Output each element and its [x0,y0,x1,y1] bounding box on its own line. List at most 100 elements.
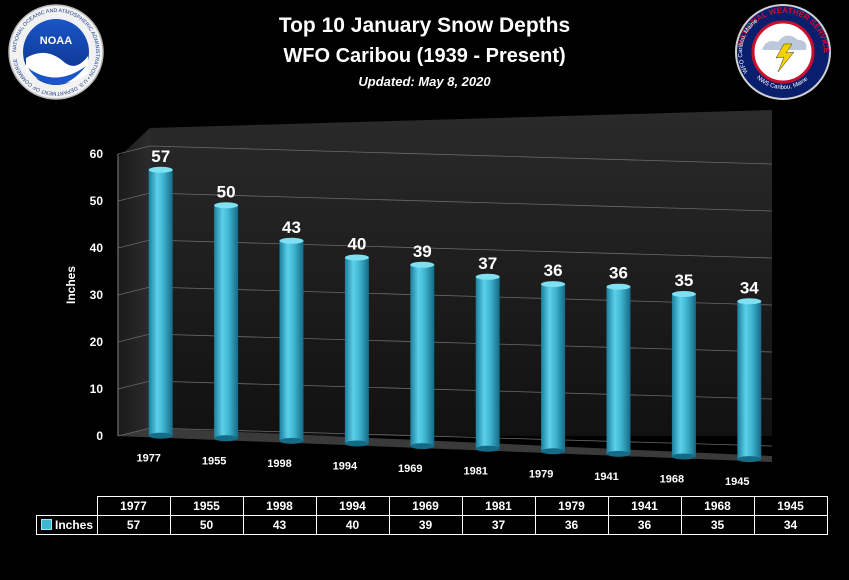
x-tick-label: 1968 [660,473,684,485]
bar-top [148,166,173,173]
bar-base [410,443,435,450]
table-corner [37,497,98,516]
table-header-cell: 1994 [315,496,390,516]
bar: 50 [214,182,239,442]
table-header-cell: 1955 [169,496,244,516]
side-wall [118,128,150,436]
bar-base [148,432,173,439]
table-cell: 35 [680,515,755,535]
bar-base [279,437,304,444]
bar-top [541,281,566,288]
table-cell: 57 [96,515,171,535]
x-tick-label: 1955 [202,455,226,467]
table-cell: 40 [315,515,390,535]
noaa-logo-text: NOAA [40,35,72,47]
bar-body [606,286,631,454]
bar-base [671,453,696,460]
y-tick-label: 10 [90,382,104,396]
data-label: 36 [544,261,563,280]
bar-base [541,448,566,455]
bar-body [344,257,369,444]
table-header-row: 1977 1955 1998 1994 1969 1981 1979 1941 1968 1945 [37,496,828,516]
y-axis-ticks: 0 10 20 30 40 50 60 [90,147,104,443]
bar-top [279,237,304,244]
bar: 36 [541,261,566,455]
bar: 43 [279,218,304,444]
bar-base [475,445,500,452]
table-cell: 36 [534,515,609,535]
bar: 37 [475,254,500,452]
y-axis-label: Inches [64,266,78,304]
y-tick-label: 60 [90,147,104,161]
bar: 36 [606,264,631,457]
data-label: 39 [413,242,432,261]
bar-body [541,284,566,452]
bar: 34 [737,278,762,463]
y-tick-label: 0 [96,429,103,443]
bar-base [214,435,239,442]
bar-top [671,290,696,297]
data-label: 40 [347,234,366,253]
x-tick-label: 1981 [463,466,487,478]
noaa-logo: NOAA NATIONAL OCEANIC AND ATMOSPHERIC AD… [8,4,104,100]
y-tick-label: 20 [90,335,104,349]
y-tick-label: 30 [90,288,104,302]
updated-date: Updated: May 8, 2020 [358,74,491,89]
x-axis-ticks: 1977 1955 1998 1994 1969 1981 1979 1941 1968 1945 [136,453,749,488]
table-header-cell: 1969 [388,496,463,516]
data-label: 35 [674,271,693,290]
x-tick-label: 1998 [267,458,291,470]
bar-top [606,283,631,290]
data-label: 37 [478,254,497,273]
bar-body [279,240,304,441]
table-cell: 39 [388,515,463,535]
table-cell: 43 [242,515,317,535]
table-row-label: Inches [36,515,98,535]
gridline [117,145,773,165]
bar-body [148,169,173,436]
bar-top [214,202,239,209]
bar-top [344,254,369,261]
table-header-cell: 1981 [461,496,536,516]
table-header-cell: 1979 [534,496,609,516]
bar-top [475,273,500,280]
data-label: 50 [217,182,236,201]
table-header-cell: 1998 [242,496,317,516]
table-header-cell: 1941 [607,496,682,516]
table-header-cell: 1945 [753,496,828,516]
data-label: 43 [282,218,301,237]
chart-subtitle: WFO Caribou (1939 - Present) [283,45,566,67]
table-cell: 37 [461,515,536,535]
table-cell: 36 [607,515,682,535]
table-cell: 50 [169,515,244,535]
bar-body [737,301,762,460]
bar-top [410,261,435,268]
data-label: 57 [151,147,170,166]
x-tick-label: 1977 [136,453,160,465]
table-row-label-text: Inches [55,518,94,532]
x-tick-label: 1941 [594,471,618,483]
data-label: 36 [609,264,628,283]
bar-body [671,293,696,457]
y-tick-label: 50 [90,194,104,208]
data-label: 34 [740,278,759,297]
bar-top [737,298,762,305]
legend-swatch-icon [41,519,52,530]
bar: 35 [671,271,696,460]
nws-logo: NATIONAL WEATHER SERVICE WFO Caribou, Ma… [735,4,831,100]
bar-base [737,456,762,463]
bar-body [475,276,500,449]
x-tick-label: 1979 [529,468,553,480]
bar-base [606,450,631,457]
bar: 39 [410,242,435,450]
bar-base [344,440,369,447]
bar: 57 [148,147,173,439]
bar-body [410,264,435,447]
y-tick-label: 40 [90,241,104,255]
bars: 57 50 43 40 39 37 36 36 35 34 [148,147,762,463]
table-cell: 34 [753,515,828,535]
chart-title: Top 10 January Snow Depths [278,14,571,37]
bar-body [214,205,239,439]
table-header-cell: 1968 [680,496,755,516]
x-tick-label: 1969 [398,463,422,475]
